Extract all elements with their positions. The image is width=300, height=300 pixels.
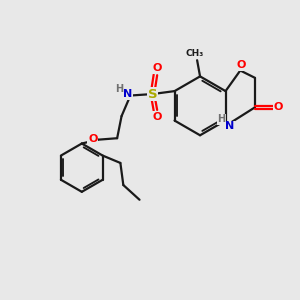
Text: CH₃: CH₃ [185,49,203,58]
Text: O: O [152,63,162,74]
Text: O: O [236,60,246,70]
Text: O: O [274,102,283,112]
Text: O: O [152,112,162,122]
Text: N: N [225,122,235,131]
Text: H: H [217,114,225,124]
Text: H: H [115,84,123,94]
Text: O: O [88,134,98,143]
Text: N: N [123,89,133,99]
Text: S: S [148,88,157,100]
